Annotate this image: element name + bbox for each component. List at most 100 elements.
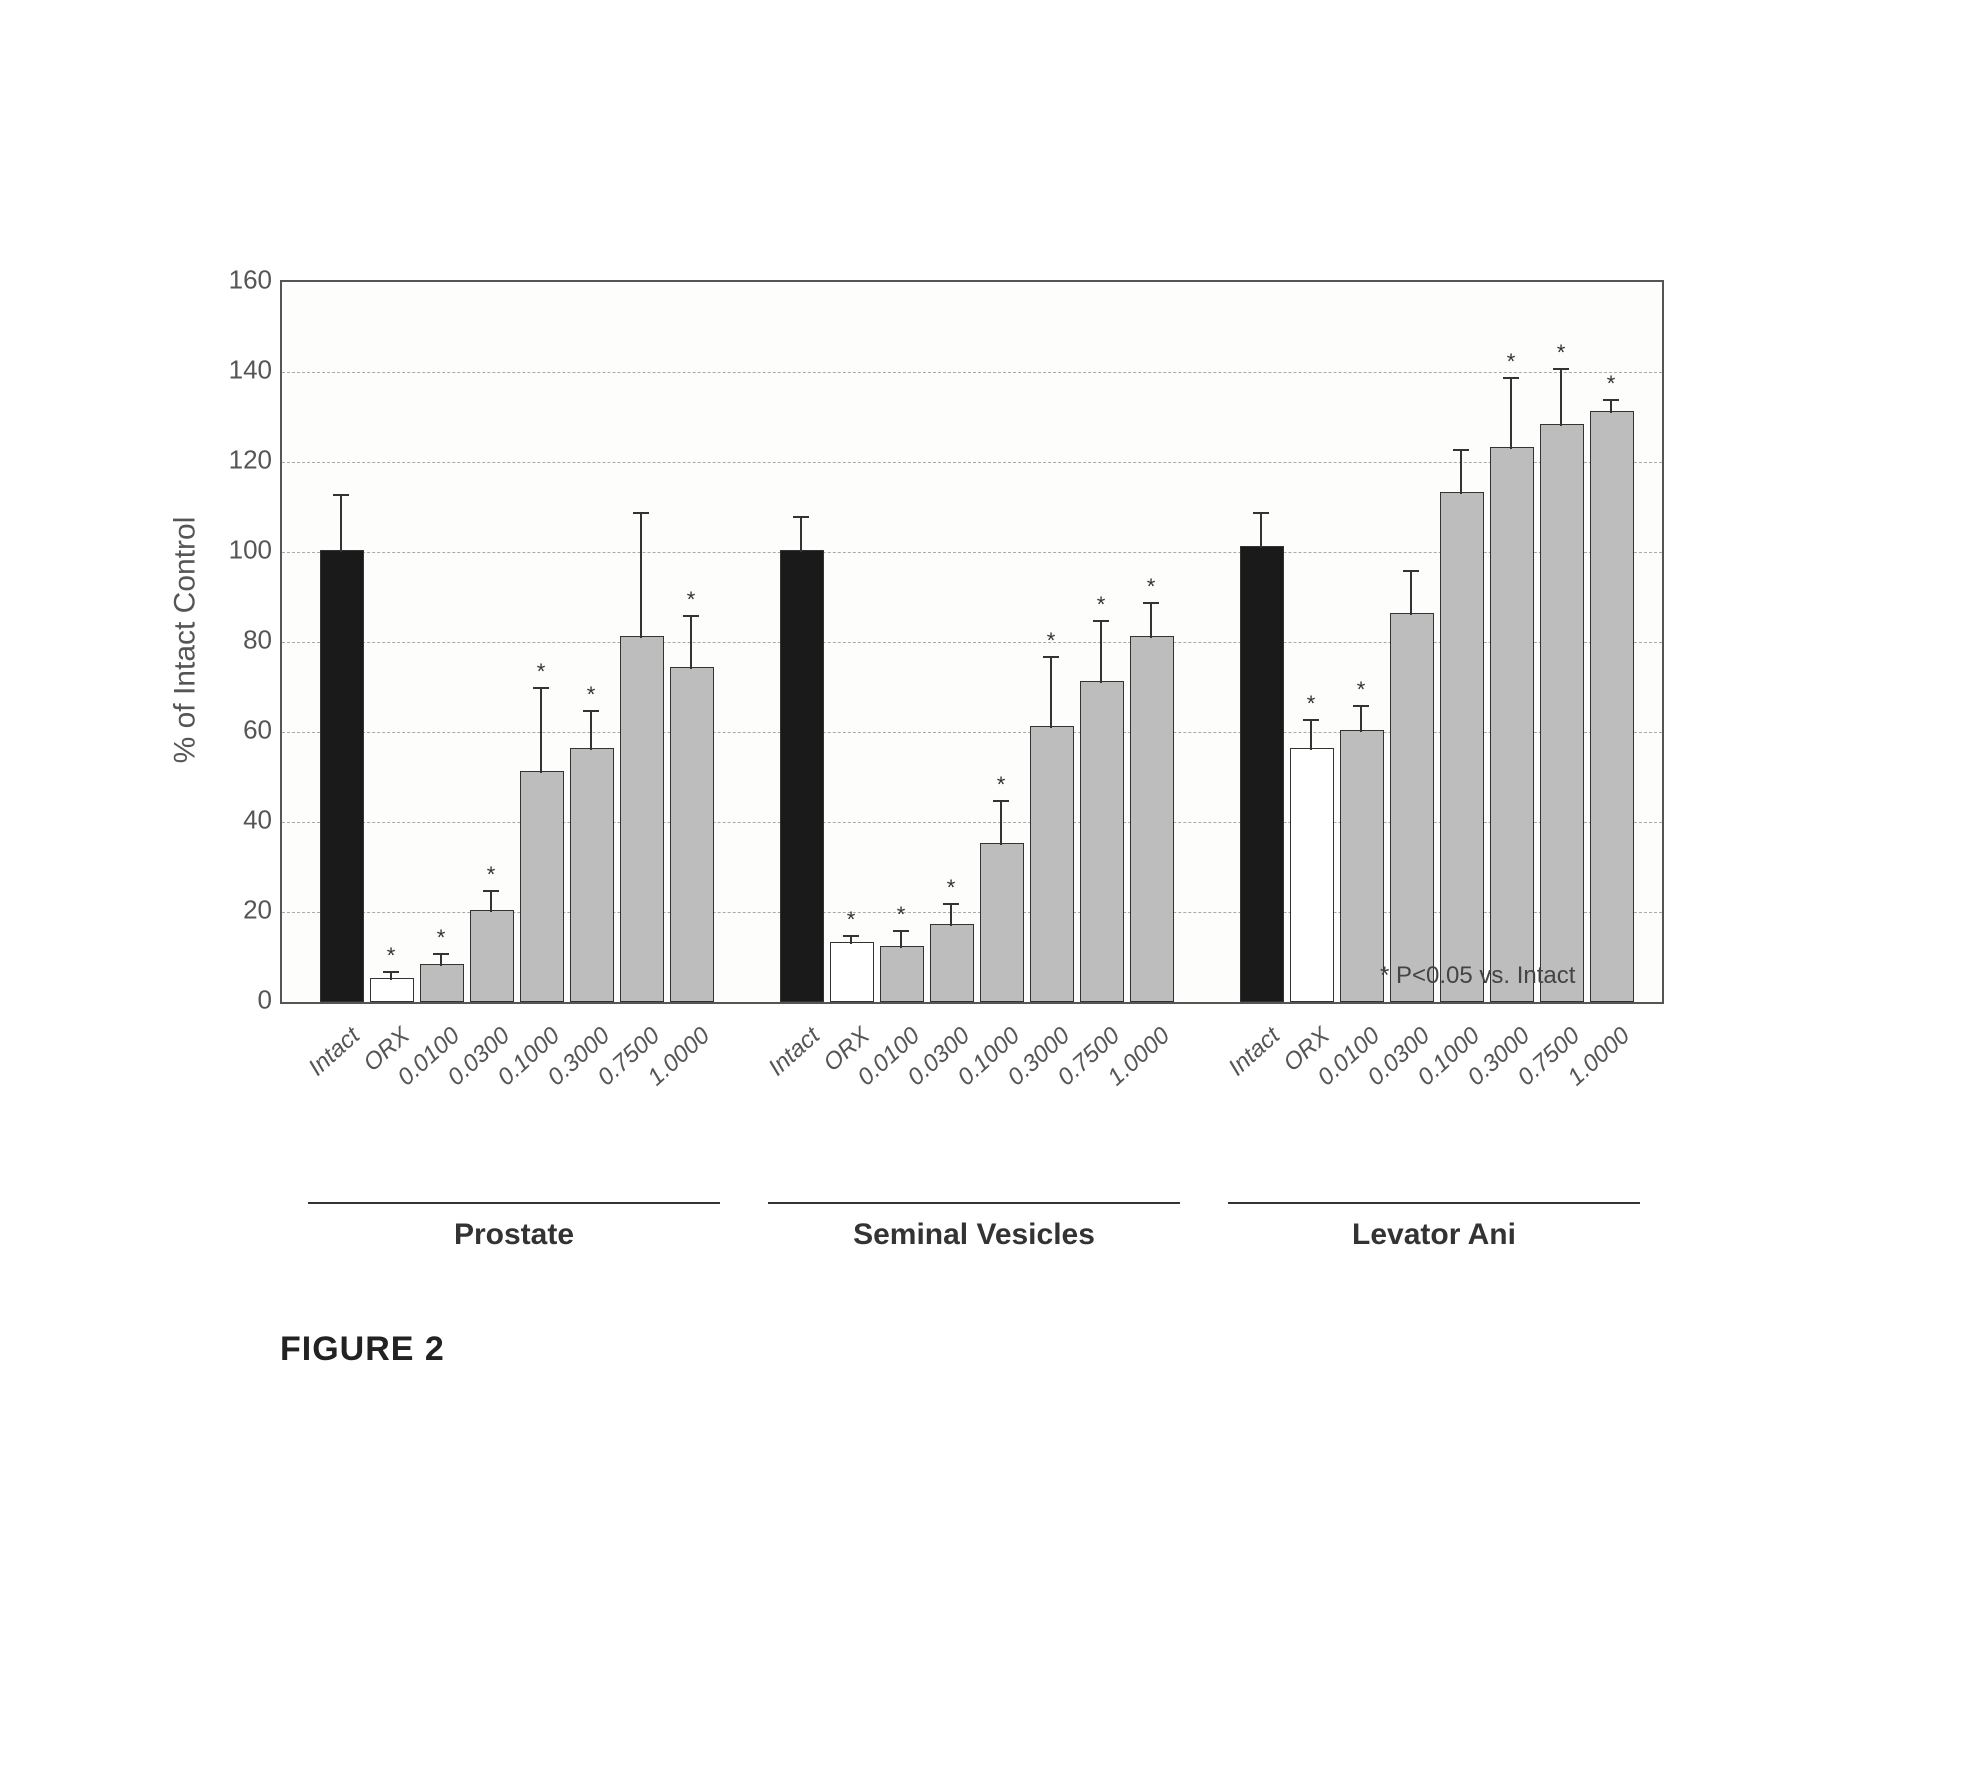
significance-annotation: * P<0.05 vs. Intact — [1380, 962, 1575, 990]
y-axis-title-wrap: % of Intact Control — [170, 280, 200, 1000]
significance-star-icon: * — [1307, 691, 1316, 717]
page-root: % of Intact Control 02040608010012014016… — [0, 0, 1985, 1789]
error-cap — [1603, 399, 1619, 401]
significance-star-icon: * — [537, 659, 546, 685]
bar — [930, 924, 974, 1003]
error-bar — [950, 903, 952, 926]
bar — [520, 771, 564, 1003]
significance-star-icon: * — [687, 587, 696, 613]
error-cap — [1303, 719, 1319, 721]
error-bar — [1150, 602, 1152, 638]
x-tick-label: Intact — [304, 1022, 366, 1082]
error-bar — [440, 953, 442, 967]
error-cap — [583, 710, 599, 712]
group-title: Prostate — [454, 1218, 574, 1252]
error-cap — [1453, 449, 1469, 451]
bar — [320, 550, 364, 1002]
error-bar — [1510, 377, 1512, 449]
error-cap — [1553, 368, 1569, 370]
y-axis-title: % of Intact Control — [168, 517, 202, 764]
error-cap — [1503, 377, 1519, 379]
bar — [1440, 492, 1484, 1003]
x-axis-labels: IntactORX0.01000.03000.10000.30000.75001… — [280, 1012, 1660, 1192]
chart-container: % of Intact Control 02040608010012014016… — [280, 280, 1660, 1004]
y-tick-label: 160 — [229, 265, 272, 296]
error-bar — [340, 494, 342, 553]
significance-star-icon: * — [487, 862, 496, 888]
bar — [830, 942, 874, 1003]
y-tick-label: 20 — [243, 895, 272, 926]
significance-star-icon: * — [1557, 340, 1566, 366]
error-bar — [1460, 449, 1462, 494]
bar — [570, 748, 614, 1002]
bar — [1290, 748, 1334, 1002]
error-bar — [1100, 620, 1102, 683]
x-tick-label: Intact — [1224, 1022, 1286, 1082]
error-bar — [490, 890, 492, 913]
group-title: Seminal Vesicles — [853, 1218, 1095, 1252]
significance-star-icon: * — [1507, 349, 1516, 375]
plot-area: ****************** — [280, 280, 1664, 1004]
x-tick-label: Intact — [764, 1022, 826, 1082]
error-bar — [1360, 705, 1362, 732]
y-tick-label: 60 — [243, 715, 272, 746]
error-bar — [1410, 570, 1412, 615]
bar — [1390, 613, 1434, 1002]
error-bar — [800, 516, 802, 552]
error-bar — [1050, 656, 1052, 728]
error-bar — [1260, 512, 1262, 548]
bar — [420, 964, 464, 1002]
bar — [670, 667, 714, 1002]
bar — [1240, 546, 1284, 1003]
bar — [370, 978, 414, 1003]
bar — [980, 843, 1024, 1003]
significance-star-icon: * — [1047, 628, 1056, 654]
error-cap — [1253, 512, 1269, 514]
bar — [1130, 636, 1174, 1003]
error-bar — [640, 512, 642, 638]
y-tick-label: 140 — [229, 355, 272, 386]
error-cap — [333, 494, 349, 496]
bar — [1490, 447, 1534, 1003]
significance-star-icon: * — [997, 772, 1006, 798]
figure-caption: FIGURE 2 — [280, 1330, 445, 1369]
y-tick-label: 100 — [229, 535, 272, 566]
significance-star-icon: * — [1357, 677, 1366, 703]
error-bar — [1310, 719, 1312, 751]
significance-star-icon: * — [847, 907, 856, 933]
y-tick-label: 120 — [229, 445, 272, 476]
error-cap — [943, 903, 959, 905]
error-cap — [793, 516, 809, 518]
y-tick-label: 0 — [258, 985, 272, 1016]
bar — [1030, 726, 1074, 1003]
error-cap — [1353, 705, 1369, 707]
error-bar — [1610, 399, 1612, 413]
error-cap — [433, 953, 449, 955]
y-tick-label: 80 — [243, 625, 272, 656]
error-cap — [383, 971, 399, 973]
gridline — [282, 462, 1662, 463]
error-cap — [1093, 620, 1109, 622]
error-bar — [590, 710, 592, 751]
error-cap — [633, 512, 649, 514]
bar — [880, 946, 924, 1002]
error-cap — [843, 935, 859, 937]
error-cap — [1143, 602, 1159, 604]
error-cap — [483, 890, 499, 892]
gridline — [282, 372, 1662, 373]
significance-star-icon: * — [1097, 592, 1106, 618]
bar — [1080, 681, 1124, 1003]
error-bar — [1000, 800, 1002, 845]
significance-star-icon: * — [437, 925, 446, 951]
bar — [470, 910, 514, 1002]
error-cap — [533, 687, 549, 689]
significance-star-icon: * — [1607, 371, 1616, 397]
significance-star-icon: * — [387, 943, 396, 969]
error-bar — [1560, 368, 1562, 427]
error-cap — [993, 800, 1009, 802]
significance-star-icon: * — [1147, 574, 1156, 600]
significance-star-icon: * — [587, 682, 596, 708]
error-bar — [900, 930, 902, 948]
bar — [1540, 424, 1584, 1002]
y-axis: 020406080100120140160 — [240, 280, 280, 1000]
